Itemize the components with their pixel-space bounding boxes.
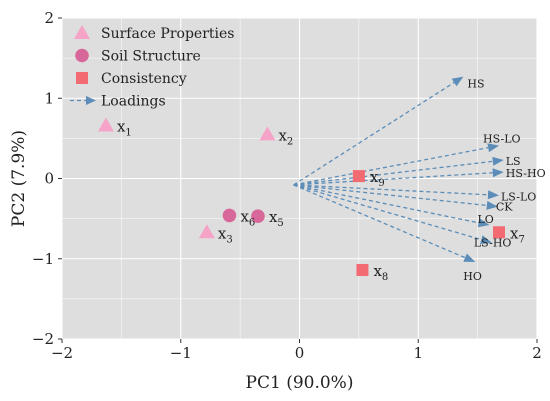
triangle-marker (259, 126, 276, 141)
legend-item-loadings: Loadings (70, 94, 166, 110)
point-label-subscript: 2 (287, 136, 293, 147)
loading-label: LO (478, 213, 494, 226)
loading-label: HS-LO (483, 133, 521, 146)
loading-lo: LO (293, 184, 494, 228)
loading-arrowhead (463, 253, 476, 262)
loading-arrowhead (487, 190, 499, 200)
circle-marker (75, 48, 89, 63)
loading-arrowhead (451, 76, 464, 87)
y-tick-label: −2 (32, 330, 54, 348)
loading-label: LS-LO (501, 190, 536, 203)
y-tick-label: 0 (44, 170, 54, 188)
loading-arrowhead (486, 200, 498, 210)
point-label-subscript: 7 (518, 234, 524, 245)
legend-item-surface-properties: Surface Properties (74, 25, 234, 42)
y-tick-label: 1 (44, 89, 54, 107)
y-axis-label: PC2 (7.9%) (9, 130, 29, 227)
loading-hs-ho: HS-HO (293, 167, 546, 186)
loading-label: LS-HO (474, 237, 512, 250)
x-axis-label: PC1 (90.0%) (246, 373, 354, 393)
square-marker (493, 226, 505, 239)
loading-hs: HS (293, 76, 485, 186)
loading-arrowhead (492, 168, 504, 178)
loading-line (293, 147, 489, 186)
axis-ticks: −2 −1 0 1 2 −2 −1 0 1 2 (32, 9, 542, 362)
circle-marker (251, 209, 265, 224)
loading-line (293, 172, 493, 186)
loading-line (293, 184, 487, 207)
legend-label: Loadings (101, 94, 166, 110)
loading-label: HS (467, 78, 484, 91)
loading-line (293, 160, 493, 186)
x-tick-label: 0 (295, 344, 305, 362)
point-label-subscript: 9 (378, 178, 384, 189)
y-tick-label: −1 (32, 250, 54, 268)
point-label-subscript: 1 (125, 128, 131, 139)
triangle-marker (74, 25, 90, 39)
loading-ls-lo: LS-LO (293, 184, 536, 203)
x-tick-label: −2 (51, 344, 73, 362)
legend-label: Surface Properties (101, 26, 234, 42)
loading-arrowhead (477, 218, 490, 228)
loading-line (293, 81, 455, 186)
loading-ls: LS (293, 155, 521, 186)
loading-line (293, 184, 489, 196)
x-tick-label: −1 (170, 344, 192, 362)
loading-line (293, 184, 482, 241)
loading-hs-lo: HS-LO (293, 133, 521, 186)
legend-arrowhead (86, 96, 96, 105)
point-label-subscript: 5 (277, 218, 283, 229)
triangle-marker (198, 224, 215, 239)
loading-arrowhead (487, 143, 499, 153)
point-label-subscript: 3 (226, 234, 232, 245)
loading-label: HO (463, 270, 482, 283)
square-marker (356, 263, 369, 276)
square-marker (352, 170, 365, 183)
y-tick-label: 2 (44, 9, 54, 27)
loading-line (293, 184, 479, 224)
legend-label: Soil Structure (101, 49, 201, 65)
loading-label: LS (506, 155, 521, 168)
loading-label: HS-HO (506, 167, 546, 180)
loading-arrowhead (492, 156, 504, 166)
loading-ck: CK (293, 184, 513, 214)
loading-line (293, 184, 466, 259)
legend-item-consistency: Consistency (76, 71, 187, 87)
legend: Surface Properties Soil Structure Consiste… (70, 25, 234, 110)
loading-label: CK (496, 201, 513, 214)
loading-arrowhead (480, 235, 492, 244)
loading-ls-ho: LS-HO (293, 184, 512, 250)
point-label-subscript: 6 (249, 217, 255, 228)
square-marker (76, 72, 88, 84)
x-tick-label: 1 (413, 344, 423, 362)
x-tick-label: 2 (532, 344, 542, 362)
point-label-subscript: 8 (382, 272, 388, 283)
loading-ho: HO (293, 184, 482, 283)
triangle-marker (97, 117, 114, 132)
circle-marker (222, 208, 237, 223)
legend-label: Consistency (101, 71, 187, 87)
legend-item-soil-structure: Soil Structure (75, 49, 201, 65)
